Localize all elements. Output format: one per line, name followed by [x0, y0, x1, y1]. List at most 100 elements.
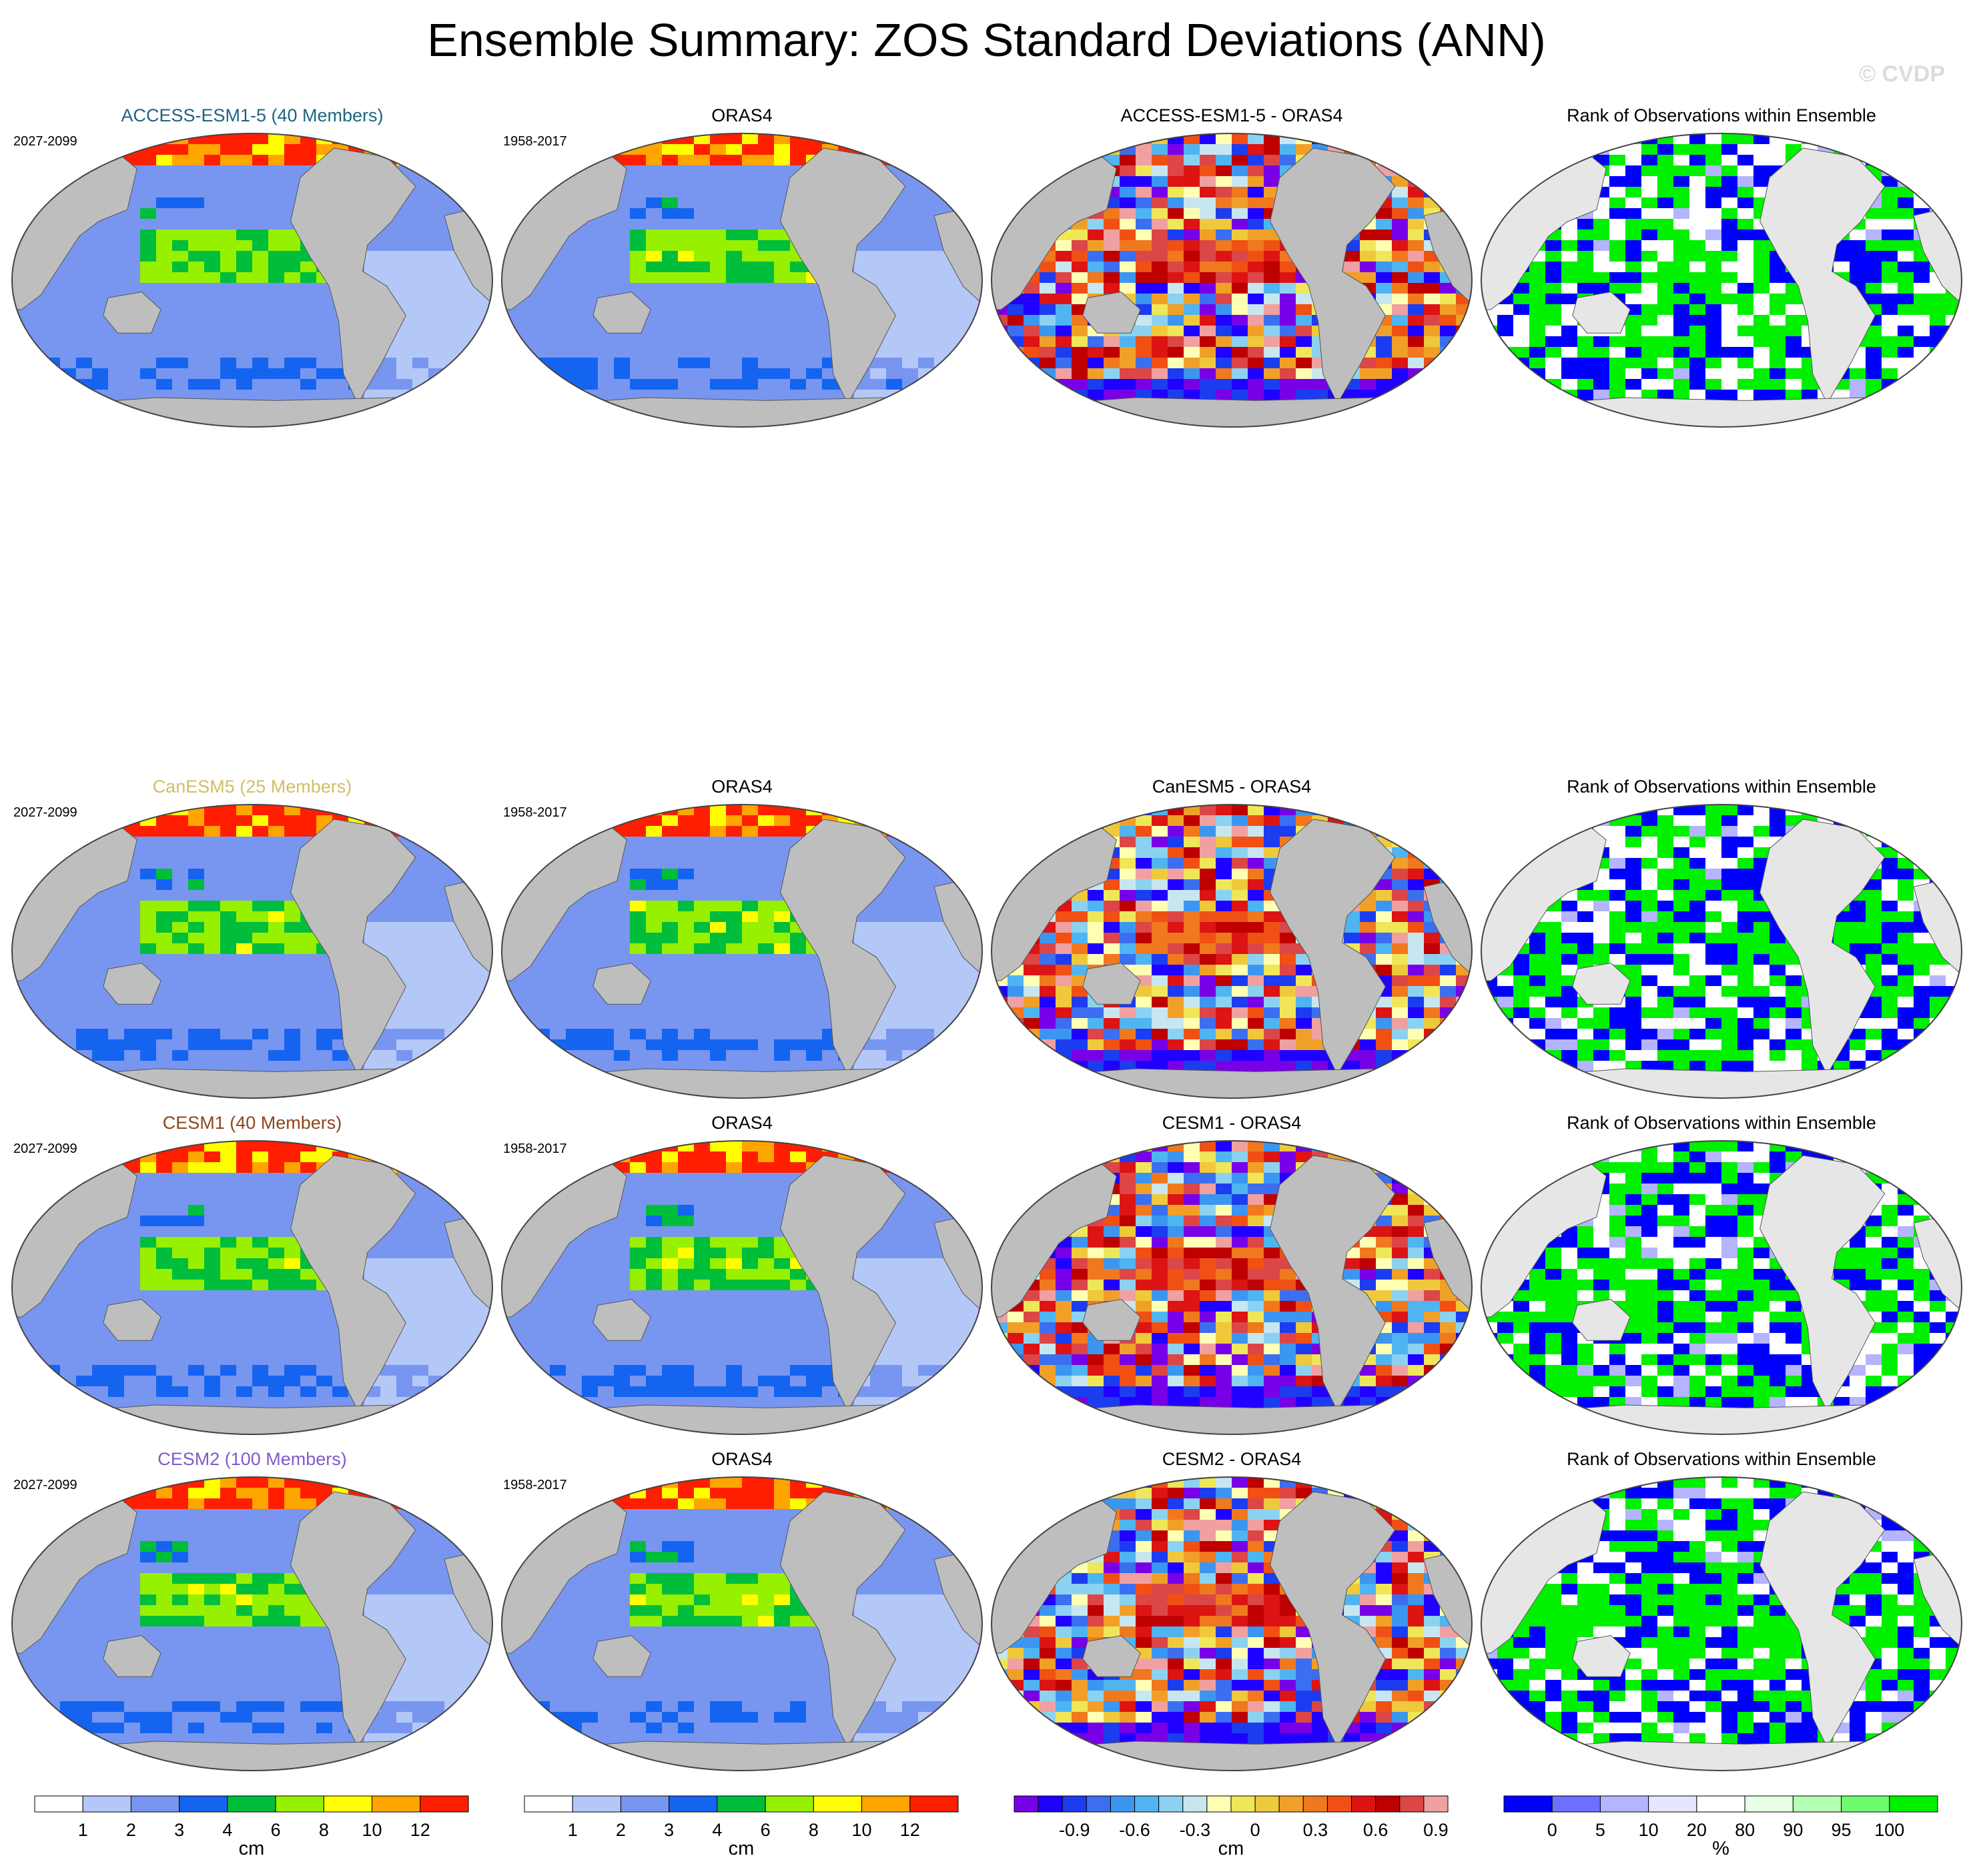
colorbar-tick-label: 1: [78, 1820, 88, 1840]
landmass-antarctica: [1505, 397, 1938, 427]
colorbar-swatch: [717, 1795, 766, 1813]
colorbar-swatch: [179, 1795, 228, 1813]
panel-title-model: CanESM5 (25 Members): [153, 777, 352, 797]
landmass-australia: [1082, 292, 1141, 334]
colorbar-swatch: [227, 1795, 276, 1813]
colorbar-units: cm: [239, 1838, 265, 1859]
landmass-americas: [1270, 1491, 1396, 1748]
landmass-americas: [290, 1491, 416, 1748]
colorbar-swatch: [275, 1795, 324, 1813]
period-label-obs: 1958-2017: [503, 805, 567, 820]
landmass-antarctica: [1505, 1068, 1938, 1098]
colorbar-swatch: [1062, 1795, 1087, 1813]
landmass-antarctica: [1505, 1741, 1938, 1771]
colorbar-swatch: [1254, 1795, 1280, 1813]
panel-r2-rank: Rank of Observations within Ensemble: [1481, 777, 1962, 1099]
landmass-australia: [103, 963, 161, 1005]
colorbar-swatch: [1086, 1795, 1111, 1813]
landmass-australia: [1082, 1299, 1141, 1341]
landmass-antarctica: [525, 1068, 959, 1098]
colorbar-tick-label: 4: [712, 1820, 722, 1840]
landmass-australia: [593, 1635, 651, 1677]
panel-title-rank: Rank of Observations within Ensemble: [1567, 1113, 1876, 1133]
map-field: [502, 133, 982, 427]
landmass-antarctica: [1015, 397, 1449, 427]
panel-title-diff: ACCESS-ESM1-5 - ORAS4: [1120, 105, 1342, 125]
figure-title: Ensemble Summary: ZOS Standard Deviation…: [427, 14, 1546, 66]
landmass-americas: [1759, 147, 1886, 404]
panel-r3-diff: CESM1 - ORAS4: [991, 1113, 1473, 1435]
map-border: [991, 133, 1473, 428]
colorbar-swatch: [130, 1795, 180, 1813]
colorbar-swatch: [1302, 1795, 1328, 1813]
landmass-antarctica: [1015, 1404, 1449, 1434]
colorbar-swatch: [1503, 1795, 1553, 1813]
colorbar-swatch: [1014, 1795, 1039, 1813]
map-border: [501, 1140, 983, 1435]
colorbar-swatch: [524, 1795, 573, 1813]
colorbar-3: -0.9 -0.6 -0.3 0 0.3 0.6 0.9 cm: [1014, 1795, 1449, 1859]
landmass-antarctica: [525, 397, 959, 427]
colorbar-tick-label: 90: [1783, 1820, 1803, 1840]
map-field: [502, 1477, 982, 1771]
colorbar-tick-label: 2: [126, 1820, 136, 1840]
map-border: [1481, 1140, 1962, 1435]
colorbar-swatch: [1792, 1795, 1842, 1813]
panel-r3-model: CESM1 (40 Members) 2027-2099: [11, 1113, 493, 1435]
panel-r3-obs: ORAS4 1958-2017: [501, 1113, 983, 1435]
panel-r3-rank: Rank of Observations within Ensemble: [1481, 1113, 1962, 1435]
colorbar-tick-label: -0.6: [1119, 1820, 1150, 1840]
landmass-americas: [1270, 147, 1396, 404]
map-field: [502, 1141, 982, 1434]
colorbar-swatch: [1038, 1795, 1063, 1813]
colorbar-swatch: [861, 1795, 911, 1813]
landmass-australia: [103, 1635, 161, 1677]
map-field: [1481, 133, 1962, 427]
panel-r1-rank: Rank of Observations within Ensemble: [1481, 105, 1962, 428]
colorbar-tick-label: 5: [1595, 1820, 1605, 1840]
landmass-americas: [290, 1155, 416, 1412]
colorbar-swatch: [813, 1795, 863, 1813]
landmass-americas: [290, 819, 416, 1075]
colorbar-swatch: [1551, 1795, 1601, 1813]
landmass-australia: [1082, 1635, 1141, 1677]
colorbar-4: 0 5 10 20 80 90 95 100%: [1503, 1795, 1938, 1859]
colorbar-swatch: [669, 1795, 718, 1813]
colorbar-tick-label: 4: [222, 1820, 232, 1840]
panel-r4-diff: CESM2 - ORAS4: [991, 1449, 1473, 1771]
map-field: [992, 805, 1472, 1098]
map-field: [1481, 805, 1962, 1098]
panel-title-obs: ORAS4: [711, 1113, 773, 1133]
landmass-australia: [1572, 1635, 1631, 1677]
colorbar-swatch: [1278, 1795, 1304, 1813]
landmass-antarctica: [525, 1741, 959, 1771]
colorbar-tick-label: 0.9: [1423, 1820, 1449, 1840]
period-label-model: 2027-2099: [13, 1141, 77, 1156]
colorbar-swatch: [1158, 1795, 1184, 1813]
map-field: [1481, 1477, 1962, 1771]
landmass-australia: [103, 1299, 161, 1341]
colorbar-tick-label: 8: [319, 1820, 329, 1840]
landmass-australia: [1082, 963, 1141, 1005]
colorbar-swatch: [323, 1795, 373, 1813]
colorbar-tick-label: -0.3: [1180, 1820, 1211, 1840]
landmass-australia: [593, 1299, 651, 1341]
landmass-americas: [780, 1155, 906, 1412]
landmass-americas: [780, 1491, 906, 1748]
landmass-americas: [780, 819, 906, 1075]
landmass-americas: [1759, 1155, 1886, 1412]
landmass-antarctica: [35, 397, 469, 427]
map-field: [992, 1141, 1472, 1434]
landmass-antarctica: [525, 1404, 959, 1434]
colorbar-swatch: [1696, 1795, 1745, 1813]
panel-title-model: CESM2 (100 Members): [157, 1449, 347, 1469]
panel-title-diff: CESM1 - ORAS4: [1162, 1113, 1302, 1133]
colorbar-units: %: [1712, 1838, 1729, 1859]
colorbar-tick-label: 6: [761, 1820, 771, 1840]
panel-r1-model: ACCESS-ESM1-5 (40 Members) 2027-2099: [11, 105, 493, 428]
colorbar-swatch: [1744, 1795, 1794, 1813]
colorbar-swatch: [1326, 1795, 1352, 1813]
panel-r2-obs: ORAS4 1958-2017: [501, 777, 983, 1099]
